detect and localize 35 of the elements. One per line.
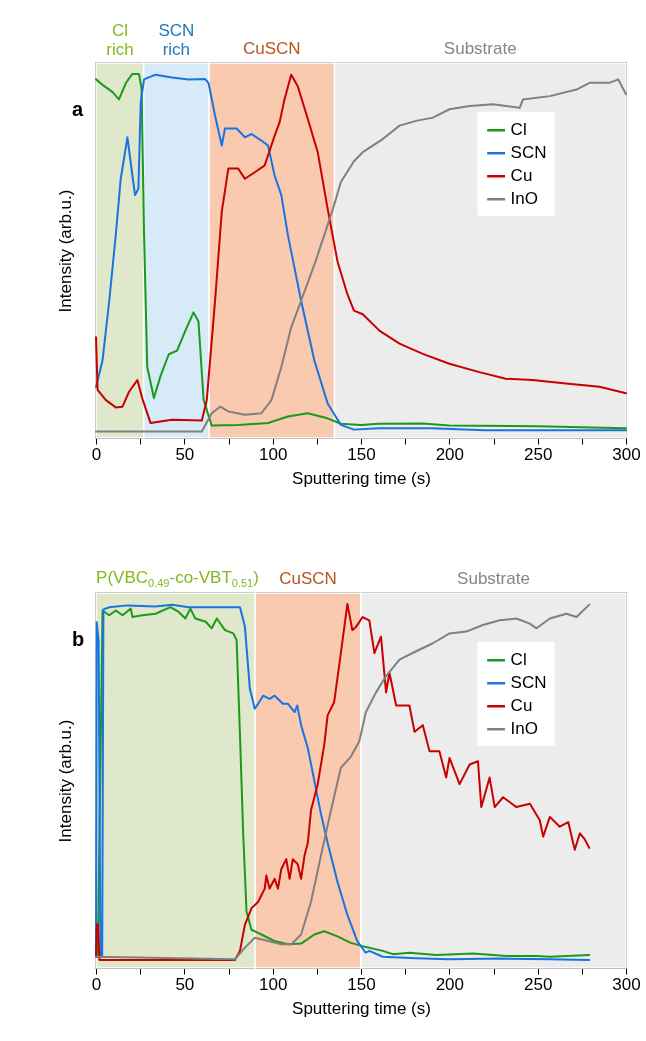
x-tick-label: 200 [435,444,465,464]
x-tick-label: 250 [523,974,553,994]
x-tick-label: 150 [347,444,376,464]
legend-label: SCN [510,143,547,163]
x-tick-label: 300 [612,444,641,464]
legend-label: Cl [510,120,527,140]
x-tick-label: 300 [612,974,641,994]
legend-label: InO [510,719,539,739]
x-axis-title: Sputtering time (s) [292,468,431,488]
y-axis-title: Intensity (arb.u.) [55,719,75,843]
x-tick-label: 100 [258,444,288,464]
x-tick-label: 50 [175,444,195,464]
band-label: CuSCN [242,39,301,59]
x-tick-label: 250 [523,444,553,464]
text: a [72,98,84,121]
band-label: Cl rich [105,21,135,60]
band-label: CuSCN [279,569,337,589]
band-label: Substrate [457,569,530,589]
x-tick-label: 100 [258,974,288,994]
legend-label: Cu [510,696,533,716]
band-label: SCN rich [157,21,196,60]
x-tick-label: 50 [175,974,195,994]
x-tick-label: 150 [347,974,376,994]
legend-label: SCN [510,673,547,693]
band-label: P(VBC$_{0.49}$-co-VBT$_{0.51}$) [96,568,259,590]
text: b [72,628,85,651]
x-tick-label: 0 [91,974,102,994]
y-axis-title: Intensity (arb.u.) [55,189,75,313]
band-label: Substrate [443,39,517,59]
legend-label: Cl [510,650,527,670]
x-tick-label: 0 [91,444,102,464]
x-axis-title: Sputtering time (s) [292,998,431,1018]
legend-label: InO [510,189,539,209]
legend-label: Cu [510,166,533,186]
x-tick-label: 200 [435,974,465,994]
